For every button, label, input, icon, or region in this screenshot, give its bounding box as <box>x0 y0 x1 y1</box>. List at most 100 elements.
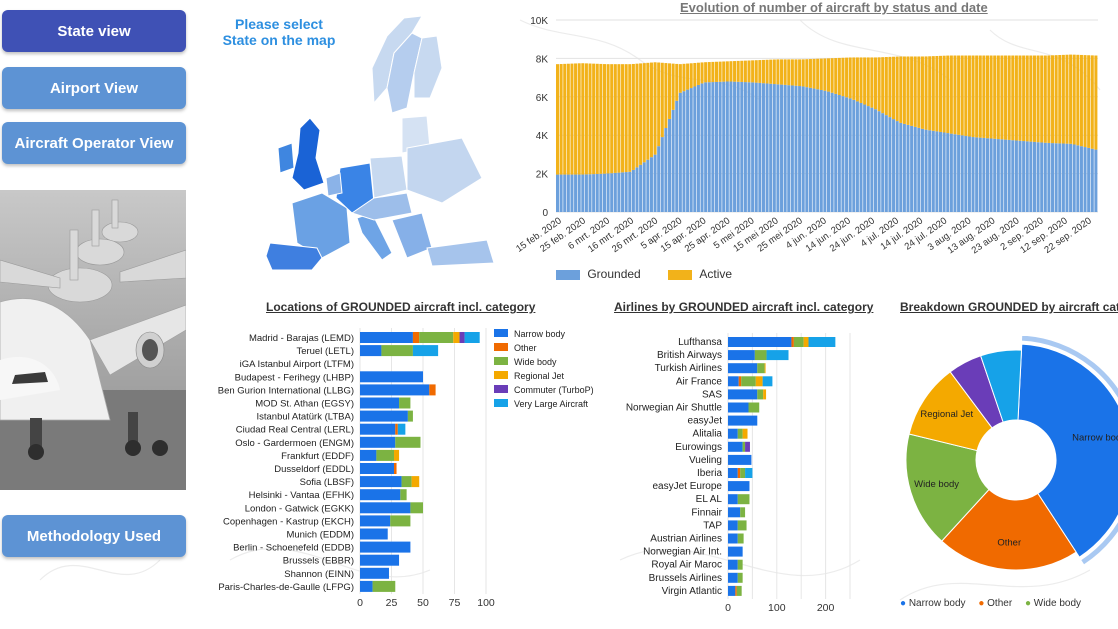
locations-x-tick: 25 <box>386 597 398 609</box>
donut-slice-label: Narrow body <box>1072 433 1118 444</box>
airlines-bar-segment <box>754 350 767 361</box>
evo-bar-active <box>689 63 693 89</box>
airport-view-button[interactable]: Airport View <box>2 67 186 109</box>
map-region-finland[interactable] <box>413 35 443 99</box>
evo-bar-active <box>1076 54 1080 146</box>
evo-bar-grounded <box>642 162 646 212</box>
evo-bar-active <box>1069 54 1073 144</box>
evo-y-tick: 6K <box>536 93 549 104</box>
map-region-sweden[interactable] <box>386 32 423 114</box>
evo-bar-grounded <box>599 173 603 212</box>
evo-bar-grounded <box>595 173 599 212</box>
evo-bar-grounded <box>559 174 563 212</box>
evo-bar-active <box>577 63 581 175</box>
evo-bar-active <box>621 64 625 173</box>
evo-bar-active <box>1079 54 1083 147</box>
evo-bar-active <box>877 57 881 112</box>
airlines-bar-segment <box>728 428 738 439</box>
locations-category-label: Copenhagen - Kastrup (EKCH) <box>223 516 354 527</box>
evo-bar-active <box>740 60 744 82</box>
evo-bar-active <box>855 57 859 102</box>
evo-bar-grounded <box>1014 140 1018 212</box>
locations-legend-swatch <box>494 329 508 337</box>
state-view-button[interactable]: State view <box>2 10 186 52</box>
airlines-bar-segment <box>803 337 809 347</box>
locations-chart-title: Locations of GROUNDED aircraft incl. cat… <box>266 300 536 314</box>
evo-bar-active <box>913 56 917 127</box>
evo-bar-active <box>852 57 856 100</box>
evo-bar-grounded <box>913 126 917 212</box>
map-region-ireland[interactable] <box>277 142 295 174</box>
map-region-benelux[interactable] <box>325 172 343 197</box>
aircraft-operator-view-button[interactable]: Aircraft Operator View <box>2 122 186 164</box>
evo-bar-grounded <box>740 81 744 212</box>
locations-category-label: Sofia (LBSF) <box>300 477 354 488</box>
evo-bar-active <box>747 60 751 83</box>
locations-legend-label: Very Large Aircraft <box>514 399 589 409</box>
evo-bar-grounded <box>613 172 617 212</box>
locations-bar-segment <box>360 515 391 527</box>
donut-slice-label: Wide body <box>914 479 959 490</box>
evo-bar-grounded <box>722 81 726 212</box>
evo-bar-active <box>819 58 823 90</box>
evo-bar-grounded <box>805 87 809 212</box>
map-region-poland[interactable] <box>369 155 408 199</box>
evo-bar-active <box>1054 55 1058 144</box>
map-region-turkey[interactable] <box>426 239 495 267</box>
evo-bar-active <box>780 59 784 85</box>
evo-bar-active <box>805 59 809 88</box>
evo-bar-grounded <box>899 122 903 212</box>
evo-bar-grounded <box>584 174 588 212</box>
airlines-bar-segment <box>728 559 738 570</box>
map-region-uk[interactable] <box>291 117 325 191</box>
airlines-x-tick: 0 <box>725 602 731 614</box>
locations-category-label: Shannon (EINN) <box>284 569 354 580</box>
airlines-bar-segment <box>728 494 738 505</box>
europe-map[interactable] <box>262 8 502 270</box>
locations-bar-segment <box>395 436 421 448</box>
evo-bar-grounded <box>1011 140 1015 212</box>
map-region-balkans[interactable] <box>391 212 433 259</box>
evo-bar-active <box>1043 55 1047 143</box>
methodology-used-button[interactable]: Methodology Used <box>2 515 186 557</box>
evo-bar-grounded <box>819 89 823 212</box>
evo-y-tick: 2K <box>536 170 549 181</box>
evo-bar-active <box>1029 55 1033 142</box>
evo-bar-grounded <box>910 125 914 212</box>
map-region-france[interactable] <box>291 192 351 259</box>
locations-legend-label: Other <box>514 343 537 353</box>
map-region-east[interactable] <box>406 137 483 204</box>
evo-bar-grounded <box>920 128 924 212</box>
locations-bar-segment <box>360 541 411 553</box>
evo-bar-grounded <box>769 83 773 213</box>
evo-bar-grounded <box>761 83 765 212</box>
evo-bar-grounded <box>993 138 997 212</box>
evo-bar-active <box>743 60 747 83</box>
locations-bar-segment <box>360 580 373 592</box>
evo-bar-grounded <box>700 83 704 212</box>
locations-bar-segment <box>360 449 377 461</box>
evo-bar-grounded <box>736 81 740 212</box>
evo-bar-grounded <box>772 84 776 212</box>
evo-bar-active <box>646 62 650 160</box>
evo-bar-grounded <box>556 174 560 212</box>
evo-bar-grounded <box>1079 146 1083 212</box>
evo-bar-active <box>837 57 841 96</box>
evo-bar-active <box>798 59 802 87</box>
evo-bar-active <box>1051 55 1055 144</box>
airlines-bar-segment <box>736 585 742 596</box>
airlines-bar-segment <box>737 494 750 505</box>
locations-bar-segment <box>429 384 436 396</box>
evo-bar-grounded <box>873 109 877 212</box>
evo-bar-grounded <box>733 81 737 213</box>
map-region-central[interactable] <box>350 192 413 221</box>
evo-bar-grounded <box>577 174 581 212</box>
evo-bar-active <box>790 59 794 86</box>
evo-bar-grounded <box>780 84 784 212</box>
airlines-bar-segment <box>728 402 749 413</box>
evo-bar-grounded <box>834 93 838 212</box>
evo-bar-grounded <box>631 169 635 212</box>
locations-bar-segment <box>372 580 396 592</box>
evo-bar-grounded <box>704 82 708 213</box>
map-region-spain[interactable] <box>265 242 323 270</box>
